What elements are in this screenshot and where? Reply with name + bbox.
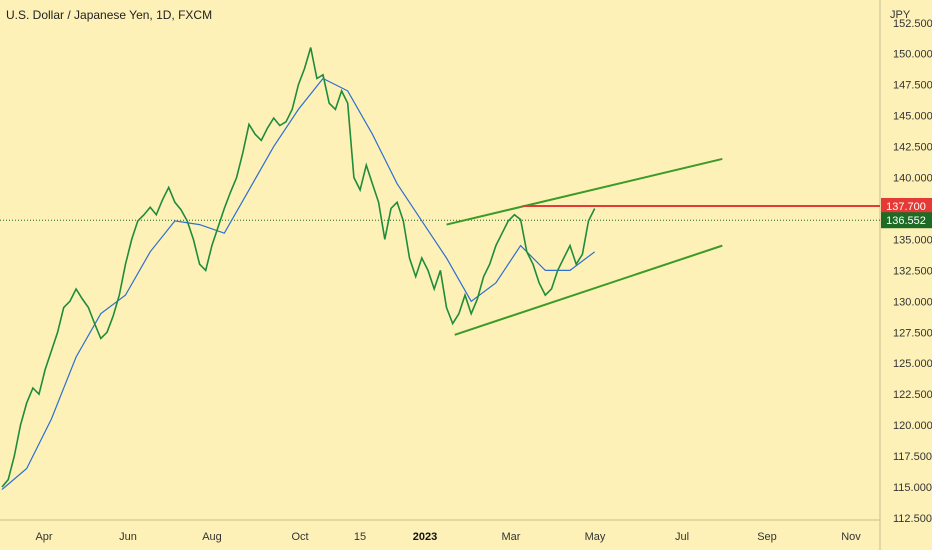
x-tick-label: Sep [757,531,777,543]
y-tick-label: 150.000 [893,49,932,61]
resistance-price-tag [881,198,932,214]
channel-lower-line[interactable] [454,244,723,336]
resistance-price-label: 137.700 [886,201,926,213]
x-tick-label: Oct [291,531,308,543]
y-tick-label: 125.000 [893,358,932,370]
y-tick-label: 147.500 [893,80,932,92]
y-tick-label: 152.500 [893,18,932,30]
x-tick-label: Mar [502,531,521,543]
last-price-label: 136.552 [886,215,926,227]
moving-average-line [1,77,596,490]
y-tick-label: 140.000 [893,173,932,185]
y-tick-label: 117.500 [893,451,932,463]
x-tick-label: Apr [35,531,52,543]
x-tick-label: Jun [119,531,137,543]
y-tick-label: 115.000 [893,482,932,494]
x-tick-label: Nov [841,531,861,543]
x-tick-label: 2023 [413,531,437,543]
y-tick-label: 135.000 [893,234,932,246]
y-tick-label: 145.000 [893,111,932,123]
y-tick-label: 112.500 [893,513,932,525]
x-tick-label: Jul [675,531,689,543]
currency-label: JPY [890,9,911,21]
y-tick-label: 130.000 [893,296,932,308]
chart-title: U.S. Dollar / Japanese Yen, 1D, FXCM [6,8,213,22]
last-price-tag [881,212,932,229]
y-tick-label: 142.500 [893,142,932,154]
channel-upper-line[interactable] [446,157,723,226]
price-line [1,47,596,488]
x-tick-label: Aug [202,531,222,543]
x-tick-label: May [585,531,606,543]
y-tick-label: 127.500 [893,327,932,339]
y-tick-label: 132.500 [893,265,932,277]
y-tick-label: 122.500 [893,389,932,401]
plot-area[interactable] [0,0,880,520]
x-tick-label: 15 [354,531,366,543]
y-tick-label: 120.000 [893,420,932,432]
